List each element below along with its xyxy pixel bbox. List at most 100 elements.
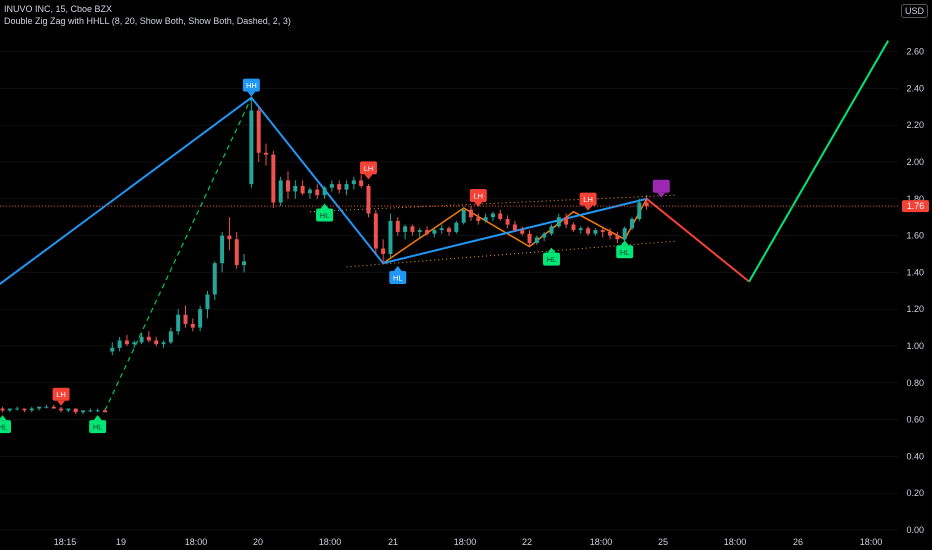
candle-body	[534, 237, 539, 243]
candle-body	[586, 228, 591, 234]
y-tick-label: 0.20	[906, 488, 924, 498]
candle-body	[256, 110, 261, 153]
zigzag-projection-down	[646, 198, 750, 283]
candle-body	[556, 217, 561, 227]
candle-body	[476, 217, 481, 221]
candle-body	[571, 224, 576, 231]
pivot-label-box	[543, 252, 560, 266]
candle-body	[205, 294, 210, 310]
x-tick-label: 18:00	[319, 537, 342, 547]
zigzag-lines	[0, 40, 898, 411]
y-tick-label: 0.60	[906, 415, 924, 425]
pivot-label-pointer	[657, 192, 666, 198]
y-tick-label: 0.40	[906, 451, 924, 461]
candle-body	[505, 219, 510, 225]
y-tick-label: 2.00	[906, 157, 924, 167]
x-tick-label: 18:00	[185, 537, 208, 547]
pivot-label-text: LH	[583, 195, 593, 204]
candle-body	[212, 263, 217, 295]
candles	[0, 97, 649, 415]
candle-body	[578, 228, 583, 231]
candle-body	[88, 410, 93, 412]
grid	[0, 51, 898, 531]
candle-body	[593, 230, 598, 234]
candle-body	[234, 239, 239, 266]
pivot-label-box	[469, 189, 487, 202]
pivot-label-text: HL	[93, 423, 103, 432]
candle-body	[520, 230, 525, 234]
candle-body	[0, 408, 5, 411]
x-tick-label: 22	[522, 537, 532, 547]
candle-body	[337, 184, 342, 190]
candle-body	[425, 230, 430, 234]
x-tick-label: 18:00	[724, 537, 747, 547]
candle-body	[351, 180, 356, 185]
candle-body	[168, 331, 173, 343]
candle-body	[300, 185, 305, 194]
candle-body	[359, 180, 364, 186]
pivot-label-box	[89, 420, 107, 434]
candle-body	[285, 180, 290, 192]
x-tick-label: 18:00	[860, 537, 883, 547]
candle-body	[549, 226, 554, 234]
candle-body	[630, 219, 635, 229]
x-tick-label: 20	[253, 537, 263, 547]
candle-body	[366, 185, 371, 214]
pivot-label-text: HL	[0, 423, 7, 432]
candle-body	[29, 408, 34, 411]
pivot-label-text: HL	[547, 255, 557, 264]
pivot-label-box	[316, 208, 334, 222]
pivot-label-text: HL	[393, 274, 403, 283]
x-tick-label: 18:15	[54, 537, 77, 547]
candle-body	[483, 217, 488, 221]
pivot-label-box	[52, 387, 70, 401]
pivot-label-text: LH	[56, 390, 66, 399]
pivot-label-text: LH	[364, 164, 374, 173]
pivot-label-text: HL	[320, 211, 330, 220]
candle-body	[498, 213, 503, 220]
candle-body	[381, 248, 386, 254]
candle-body	[542, 233, 547, 238]
pivot-label-pointer	[0, 415, 7, 421]
candle-body	[373, 213, 378, 249]
candle-body	[139, 336, 144, 343]
candle-body	[132, 342, 137, 345]
candle-body	[454, 222, 459, 232]
pivot-label-box	[652, 179, 670, 193]
candle-body	[293, 185, 298, 192]
zigzag-dashed-green	[104, 97, 252, 411]
candle-body	[7, 408, 12, 411]
candle-body	[512, 224, 517, 231]
candle-body	[637, 202, 642, 220]
currency-badge[interactable]: USD	[900, 4, 928, 18]
current-price-label: 1.76	[907, 201, 925, 211]
candle-body	[403, 226, 408, 232]
pivot-label-box	[0, 420, 11, 434]
candle-body	[388, 220, 393, 254]
candle-body	[615, 235, 620, 240]
axes: 0.00 0.20 0.40 0.60 0.80 1.00 1.20 1.40 1.60 1.80…	[54, 47, 929, 547]
y-tick-label: 1.80	[906, 194, 924, 204]
candle-body	[81, 410, 86, 413]
channel-upper	[309, 194, 676, 213]
indicator-legend[interactable]: Double Zig Zag with HHLL (8, 20, Show Bo…	[4, 16, 291, 26]
candle-body	[161, 342, 166, 345]
candle-body	[51, 406, 56, 409]
pivot-label-pointer	[474, 202, 483, 207]
x-tick-label: 18:00	[590, 537, 613, 547]
y-tick-label: 2.60	[906, 47, 924, 57]
pivot-label-pointer	[620, 240, 629, 246]
candle-body	[564, 217, 569, 225]
candle-body	[600, 230, 605, 232]
x-tick-label: 25	[658, 537, 668, 547]
candle-body	[73, 408, 78, 413]
candle-body	[227, 235, 232, 240]
candle-body	[124, 340, 129, 345]
pivot-labels: HH LH HL HL HL LH HL LH HL LH HL	[0, 78, 670, 434]
candle-body	[468, 209, 473, 218]
y-tick-label: 0.00	[906, 525, 924, 535]
y-tick-label: 0.80	[906, 378, 924, 388]
candle-body	[66, 408, 71, 411]
